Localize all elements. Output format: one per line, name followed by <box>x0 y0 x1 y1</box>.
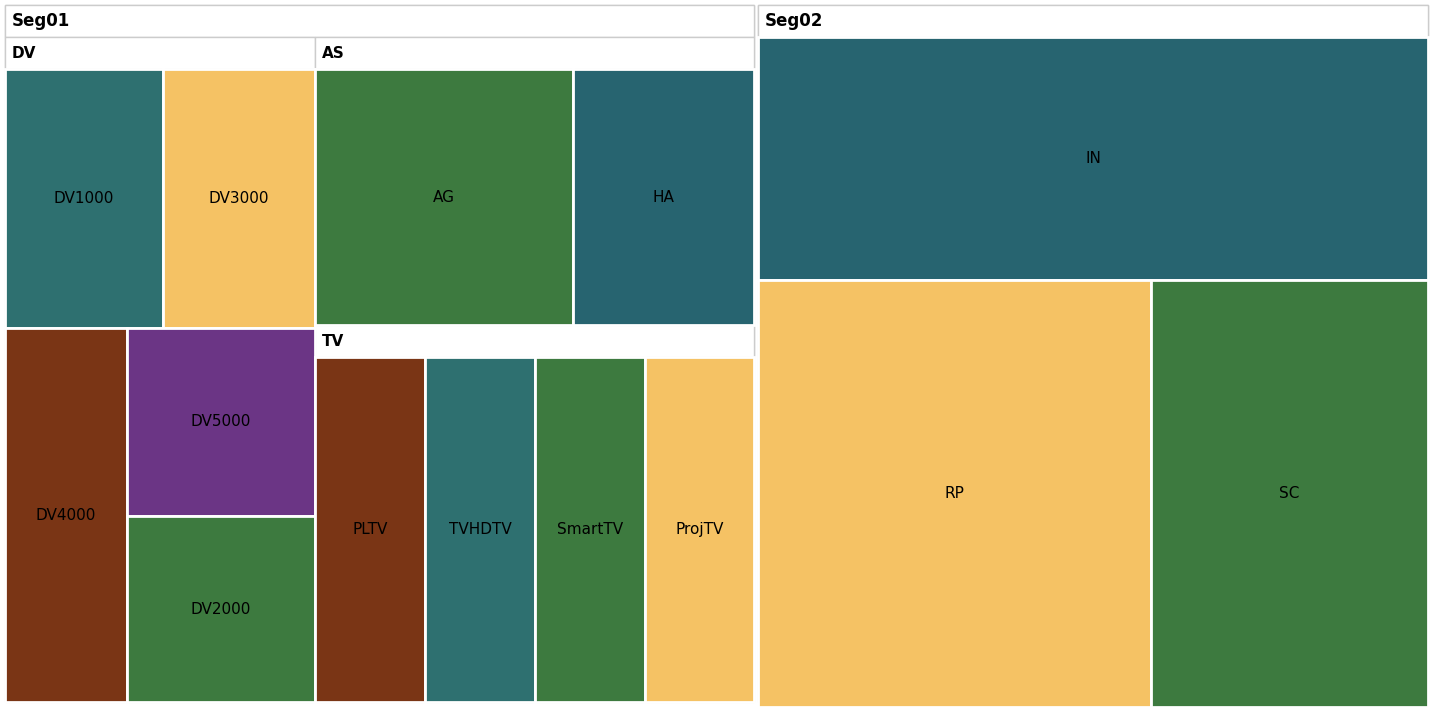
Bar <box>645 357 754 702</box>
Bar <box>315 357 426 702</box>
Text: IN: IN <box>1085 151 1101 166</box>
Text: DV2000: DV2000 <box>191 602 251 617</box>
Text: HA: HA <box>652 189 675 204</box>
Bar <box>128 328 315 516</box>
Bar <box>1151 280 1429 707</box>
Text: ProjTV: ProjTV <box>675 522 724 537</box>
Bar <box>163 69 315 328</box>
Text: Seg01: Seg01 <box>11 12 70 30</box>
Text: DV5000: DV5000 <box>191 414 251 429</box>
Text: DV1000: DV1000 <box>54 191 115 206</box>
Text: DV3000: DV3000 <box>209 191 269 206</box>
Bar <box>315 37 754 69</box>
Text: AS: AS <box>322 45 345 61</box>
Text: TVHDTV: TVHDTV <box>449 522 512 537</box>
Bar <box>4 5 754 37</box>
Text: SmartTV: SmartTV <box>557 522 623 537</box>
Text: AG: AG <box>433 189 456 204</box>
Text: PLTV: PLTV <box>353 522 388 537</box>
Text: Seg02: Seg02 <box>765 12 824 30</box>
Bar <box>573 69 754 325</box>
Bar <box>758 280 1151 707</box>
Bar <box>4 328 128 702</box>
Bar <box>426 357 535 702</box>
Bar <box>4 37 315 69</box>
Text: SC: SC <box>1280 486 1300 501</box>
Text: TV: TV <box>322 334 344 349</box>
Bar <box>315 325 754 357</box>
Bar <box>315 69 573 325</box>
Text: RP: RP <box>944 486 964 501</box>
Bar <box>4 69 163 328</box>
Bar <box>758 5 1429 702</box>
Text: DV: DV <box>11 45 36 61</box>
Bar <box>4 5 754 702</box>
Text: DV4000: DV4000 <box>36 508 96 522</box>
Bar <box>128 516 315 702</box>
Bar <box>535 357 645 702</box>
Bar <box>758 37 1429 280</box>
Bar <box>758 5 1429 37</box>
